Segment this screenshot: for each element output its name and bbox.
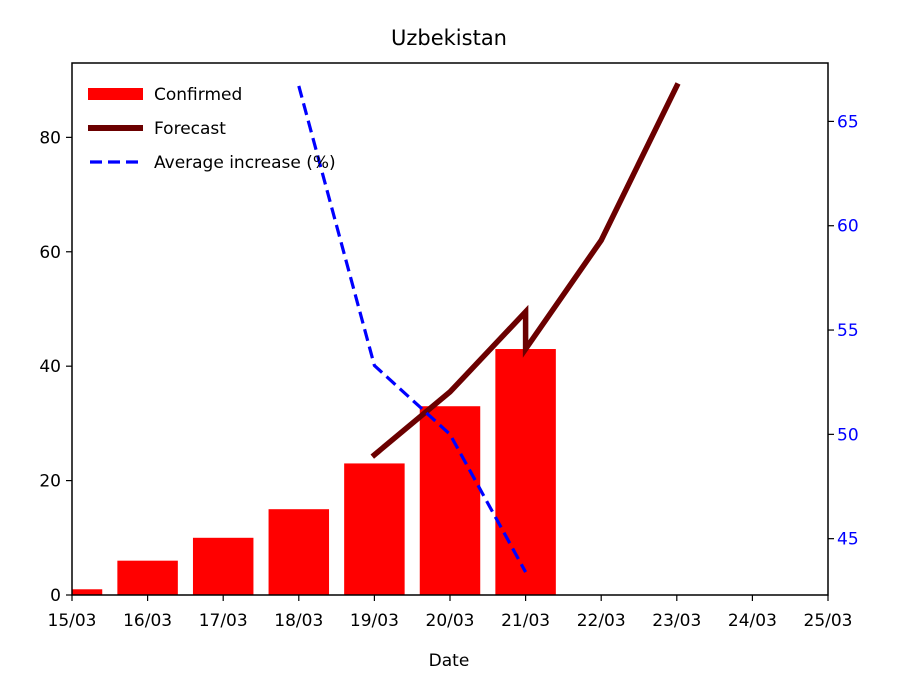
legend-swatch-confirmed — [88, 88, 143, 100]
y-axis-ticks: 0 20 40 60 80 — [39, 128, 72, 606]
bars-layer — [72, 349, 556, 595]
bar-confirmed-20-03 — [419, 406, 481, 595]
y2-axis-ticks: 45 50 55 60 65 — [828, 112, 859, 550]
x-tick-label: 19/03 — [350, 611, 399, 631]
y-tick-label: 40 — [39, 357, 61, 377]
legend-label: Confirmed — [154, 85, 242, 105]
x-axis-ticks: 15/03 16/03 17/03 18/03 19/03 20/03 21/03 22/03… — [48, 595, 853, 631]
x-tick-label: 23/03 — [652, 611, 701, 631]
x-tick-label: 25/03 — [804, 611, 853, 631]
bar-confirmed-19-03 — [344, 463, 405, 595]
y2-tick-label: 55 — [837, 321, 859, 341]
x-axis-label: Date — [429, 651, 470, 671]
line-forecast — [370, 82, 681, 459]
bar-confirmed-21-03 — [495, 349, 556, 595]
bar-confirmed-17-03 — [192, 537, 254, 595]
x-tick-label: 17/03 — [199, 611, 248, 631]
line-average-increase — [297, 85, 528, 573]
x-tick-label: 18/03 — [274, 611, 323, 631]
x-tick-label: 20/03 — [426, 611, 475, 631]
y2-tick-label: 60 — [837, 217, 859, 237]
x-tick-label: 22/03 — [577, 611, 626, 631]
bar-confirmed-16-03 — [117, 560, 178, 595]
legend-label: Average increase (%) — [154, 153, 336, 173]
x-tick-label: 16/03 — [123, 611, 172, 631]
legend: Confirmed Forecast Average increase (%) — [88, 85, 336, 173]
bar-confirmed-18-03 — [268, 509, 330, 595]
y-tick-label: 80 — [39, 128, 61, 148]
bar-confirmed-15-03 — [72, 589, 103, 595]
chart-title: Uzbekistan — [391, 26, 507, 50]
y2-tick-label: 50 — [837, 425, 859, 445]
lines-layer — [297, 82, 681, 573]
y-tick-label: 20 — [39, 472, 61, 492]
y-tick-label: 60 — [39, 243, 61, 263]
x-tick-label: 21/03 — [501, 611, 550, 631]
y2-tick-label: 45 — [837, 530, 859, 550]
y-tick-label: 0 — [50, 586, 61, 606]
x-tick-label: 15/03 — [48, 611, 97, 631]
legend-label: Forecast — [154, 119, 226, 139]
x-tick-label: 24/03 — [728, 611, 777, 631]
y2-tick-label: 65 — [837, 112, 859, 132]
